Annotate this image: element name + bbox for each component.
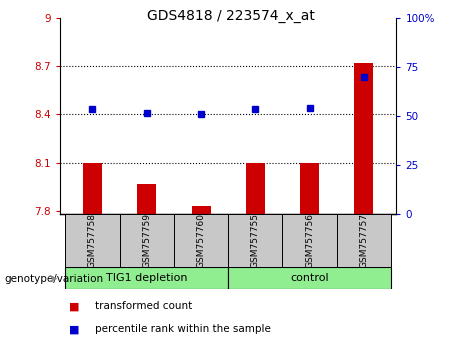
Text: GSM757755: GSM757755 xyxy=(251,213,260,268)
Bar xyxy=(174,214,228,267)
Bar xyxy=(228,214,283,267)
Bar xyxy=(65,267,228,289)
Text: GSM757759: GSM757759 xyxy=(142,213,151,268)
Bar xyxy=(283,214,337,267)
Bar xyxy=(300,162,319,214)
Bar xyxy=(355,63,373,214)
Text: genotype/variation: genotype/variation xyxy=(5,274,104,284)
Text: ■: ■ xyxy=(69,324,80,334)
Bar xyxy=(337,214,391,267)
Text: transformed count: transformed count xyxy=(95,301,192,311)
Bar xyxy=(65,214,120,267)
Bar xyxy=(83,162,102,214)
Bar xyxy=(137,184,156,214)
Text: GSM757757: GSM757757 xyxy=(360,213,368,268)
Text: ■: ■ xyxy=(69,301,80,311)
Text: GSM757758: GSM757758 xyxy=(88,213,97,268)
Bar xyxy=(228,267,391,289)
Bar xyxy=(192,206,211,214)
Text: GDS4818 / 223574_x_at: GDS4818 / 223574_x_at xyxy=(147,9,314,23)
Text: control: control xyxy=(290,273,329,283)
Text: GSM757756: GSM757756 xyxy=(305,213,314,268)
Bar xyxy=(246,162,265,214)
Text: percentile rank within the sample: percentile rank within the sample xyxy=(95,324,271,334)
Text: GSM757760: GSM757760 xyxy=(196,213,206,268)
Bar xyxy=(120,214,174,267)
Text: TIG1 depletion: TIG1 depletion xyxy=(106,273,188,283)
